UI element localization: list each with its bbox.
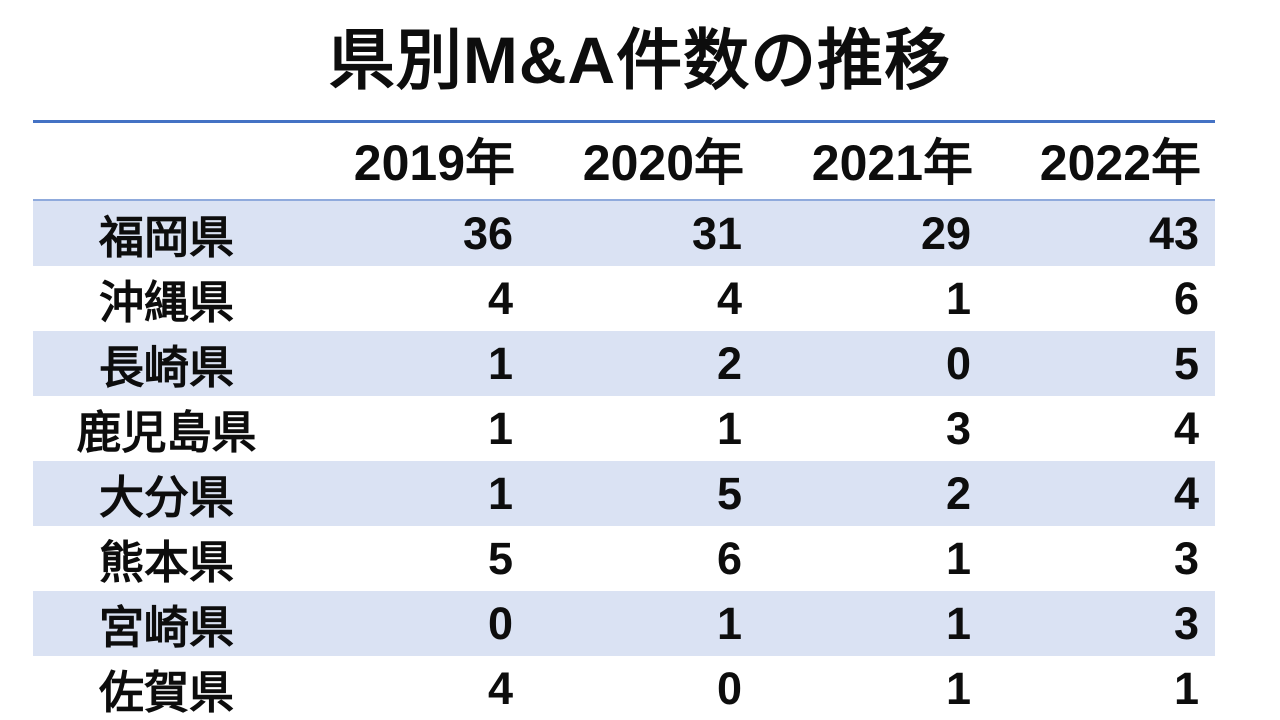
prefecture-label: 佐賀県 <box>98 667 234 718</box>
value-cell: 1 <box>945 272 971 324</box>
value-cell: 3 <box>1173 532 1199 584</box>
value-cell: 6 <box>1173 272 1199 324</box>
value-cell: 3 <box>1173 597 1199 649</box>
prefecture-label: 宮崎県 <box>98 602 234 653</box>
corner-cell <box>33 121 300 201</box>
column-header-year-2: 2021年 <box>758 121 987 201</box>
value-cell: 5 <box>1173 337 1199 389</box>
table-row: 鹿児島県 1 1 3 4 <box>33 396 1215 461</box>
value-cell: 1 <box>716 402 742 454</box>
value-cell: 5 <box>716 467 742 519</box>
column-header-year-3: 2022年 <box>987 121 1215 201</box>
value-cell: 4 <box>487 272 513 324</box>
value-cell: 1 <box>945 597 971 649</box>
prefecture-ma-table: 2019年 2020年 2021年 2022年 福岡県 36 31 29 43 沖縄県 4 4 1 6 長… <box>33 120 1215 720</box>
value-cell: 0 <box>716 662 742 714</box>
value-cell: 43 <box>1148 207 1199 259</box>
table-row: 大分県 1 5 2 4 <box>33 461 1215 526</box>
column-header-year-1: 2020年 <box>529 121 758 201</box>
value-cell: 4 <box>1173 402 1199 454</box>
table-row: 宮崎県 0 1 1 3 <box>33 591 1215 656</box>
table-row: 長崎県 1 2 0 5 <box>33 331 1215 396</box>
table-row: 福岡県 36 31 29 43 <box>33 200 1215 266</box>
value-cell: 6 <box>716 532 742 584</box>
table-row: 熊本県 5 6 1 3 <box>33 526 1215 591</box>
value-cell: 36 <box>462 207 513 259</box>
value-cell: 1 <box>716 597 742 649</box>
page-title: 県別M&A件数の推移 <box>328 23 952 97</box>
value-cell: 29 <box>920 207 971 259</box>
value-cell: 3 <box>945 402 971 454</box>
prefecture-label: 沖縄県 <box>98 277 234 328</box>
value-cell: 1 <box>945 532 971 584</box>
value-cell: 1 <box>487 337 513 389</box>
value-cell: 1 <box>487 402 513 454</box>
prefecture-label: 大分県 <box>98 472 234 523</box>
table-row: 佐賀県 4 0 1 1 <box>33 656 1215 720</box>
header-row: 2019年 2020年 2021年 2022年 <box>33 121 1215 201</box>
value-cell: 1 <box>945 662 971 714</box>
prefecture-label: 福岡県 <box>98 212 234 263</box>
value-cell: 2 <box>716 337 742 389</box>
value-cell: 1 <box>487 467 513 519</box>
value-cell: 0 <box>487 597 513 649</box>
value-cell: 2 <box>945 467 971 519</box>
value-cell: 4 <box>1173 467 1199 519</box>
value-cell: 4 <box>716 272 742 324</box>
value-cell: 31 <box>691 207 742 259</box>
column-header-year-0: 2019年 <box>300 121 529 201</box>
data-table: 2019年 2020年 2021年 2022年 福岡県 36 31 29 43 沖縄県 4 4 1 6 長… <box>33 120 1215 720</box>
value-cell: 5 <box>487 532 513 584</box>
value-cell: 0 <box>945 337 971 389</box>
prefecture-label: 長崎県 <box>98 342 234 393</box>
value-cell: 4 <box>487 662 513 714</box>
table-row: 沖縄県 4 4 1 6 <box>33 266 1215 331</box>
prefecture-label: 熊本県 <box>98 537 234 588</box>
prefecture-label: 鹿児島県 <box>76 407 257 458</box>
value-cell: 1 <box>1173 662 1199 714</box>
